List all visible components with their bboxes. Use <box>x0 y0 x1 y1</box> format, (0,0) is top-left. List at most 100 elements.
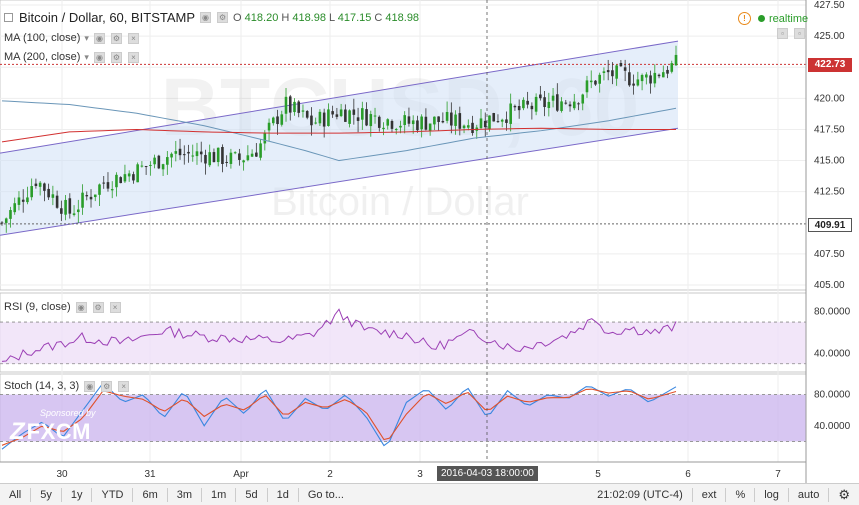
candle-body <box>365 109 368 126</box>
candle-body <box>238 153 241 160</box>
close-icon[interactable]: × <box>109 301 121 313</box>
range-button[interactable]: 1y <box>70 488 83 501</box>
candle-body <box>628 72 631 86</box>
realtime-status: ! realtime <box>738 12 808 25</box>
candle-body <box>255 152 258 157</box>
candle-body <box>182 154 186 156</box>
range-button[interactable]: 1m <box>211 488 227 501</box>
candle-body <box>390 120 394 129</box>
y-tick-label: 417.50 <box>814 124 845 135</box>
restore-pane-icon[interactable]: ▫ <box>794 28 805 39</box>
candle-body <box>636 79 640 86</box>
eye-icon[interactable]: ◉ <box>75 301 87 313</box>
range-button[interactable]: 5y <box>40 488 52 501</box>
candle-body <box>195 151 199 157</box>
candle-body <box>356 117 360 121</box>
candle-body <box>382 127 385 130</box>
range-button[interactable]: 3m <box>176 488 193 501</box>
candle-body <box>331 111 334 115</box>
realtime-label: realtime <box>769 12 809 25</box>
candle-body <box>34 183 38 186</box>
collapse-square-icon[interactable] <box>4 13 13 22</box>
eye-icon[interactable]: ◉ <box>200 12 212 23</box>
chevron-down-icon[interactable]: ▾ <box>84 32 89 43</box>
candle-body <box>301 110 305 112</box>
settings-icon[interactable]: ⚙ <box>217 12 229 23</box>
candle-body <box>428 123 432 131</box>
divider <box>235 487 237 502</box>
range-button[interactable]: 6m <box>142 488 158 501</box>
range-button[interactable]: 5d <box>245 488 258 501</box>
axes: 3031Apr23567427.50425.00422.50420.00417.… <box>0 0 851 483</box>
candle-body <box>640 74 644 82</box>
candle-body <box>43 183 46 191</box>
candle-body <box>89 196 93 200</box>
candle-body <box>598 74 601 84</box>
x-tick-label: 6 <box>685 469 691 480</box>
gear-icon[interactable]: ⚙ <box>838 486 850 502</box>
clock-icon[interactable]: ! <box>738 12 751 25</box>
candle-body <box>153 157 156 165</box>
candle-body <box>522 99 525 109</box>
candle-body <box>585 80 589 93</box>
close-icon[interactable]: × <box>127 32 139 44</box>
settings-icon[interactable]: ⚙ <box>110 51 122 63</box>
divider <box>132 487 134 502</box>
ma200-label: MA (200, close) <box>4 51 81 63</box>
candle-body <box>441 120 445 123</box>
candle-body <box>225 161 228 163</box>
eye-icon[interactable]: ◉ <box>93 32 105 44</box>
candle-body <box>661 72 665 78</box>
range-button[interactable]: 1d <box>276 488 289 501</box>
auto-toggle[interactable]: auto <box>797 488 820 501</box>
settings-icon[interactable]: ⚙ <box>101 380 113 392</box>
bottom-toolbar: All 5y 1y YTD 6m 3m 1m 5d 1d Go to... 21:02:09 (U… <box>0 483 859 505</box>
candle-body <box>132 174 135 181</box>
symbol-header: Bitcoin / Dollar, 60, BITSTAMP ◉ ⚙ O 418… <box>4 10 422 25</box>
candle-body <box>526 100 529 105</box>
candle-body <box>119 177 122 184</box>
close-icon[interactable]: × <box>118 380 130 392</box>
candle-body <box>560 101 563 111</box>
settings-icon[interactable]: ⚙ <box>92 301 104 313</box>
candle-body <box>589 80 593 83</box>
close-icon[interactable]: × <box>127 51 139 63</box>
candle-body <box>564 102 568 104</box>
eye-icon[interactable]: ◉ <box>93 51 105 63</box>
candle-body <box>670 63 674 72</box>
candle-body <box>539 94 542 99</box>
range-button[interactable]: Go to... <box>307 488 344 501</box>
range-button[interactable]: YTD <box>101 488 124 501</box>
candle-body <box>212 152 216 163</box>
maximize-pane-icon[interactable]: ▫ <box>777 28 788 39</box>
symbol-title: Bitcoin / Dollar, 60, BITSTAMP <box>19 10 196 25</box>
range-button[interactable]: All <box>9 488 22 501</box>
settings-icon[interactable]: ⚙ <box>110 32 122 44</box>
candle-body <box>433 116 436 125</box>
candle-body <box>246 155 250 161</box>
divider <box>297 487 299 502</box>
candle-body <box>38 182 42 187</box>
candle-body <box>394 129 398 131</box>
candle-body <box>424 116 428 130</box>
candle-body <box>21 199 25 202</box>
stoch-label: Stoch (14, 3, 3) <box>4 380 80 392</box>
sponsor-logo[interactable]: Sponsored by Z FXCM <box>10 408 96 446</box>
ohlc-value: 418.98 <box>385 11 420 24</box>
level-price-tag: 409.91 <box>808 218 852 232</box>
candle-body <box>305 111 309 118</box>
candle-body <box>407 116 411 124</box>
ma100-line <box>1 100 677 162</box>
candle-body <box>310 115 313 126</box>
percent-toggle[interactable]: % <box>735 488 746 501</box>
eye-icon[interactable]: ◉ <box>84 380 96 392</box>
candle-body <box>602 71 606 73</box>
ma200-line <box>1 127 676 143</box>
chevron-down-icon[interactable]: ▾ <box>84 51 89 62</box>
ext-toggle[interactable]: ext <box>701 488 717 501</box>
x-tick-label: 31 <box>144 469 156 480</box>
log-toggle[interactable]: log <box>764 488 779 501</box>
candle-body <box>191 155 195 157</box>
ohlc-value: 418.20 <box>244 11 279 24</box>
